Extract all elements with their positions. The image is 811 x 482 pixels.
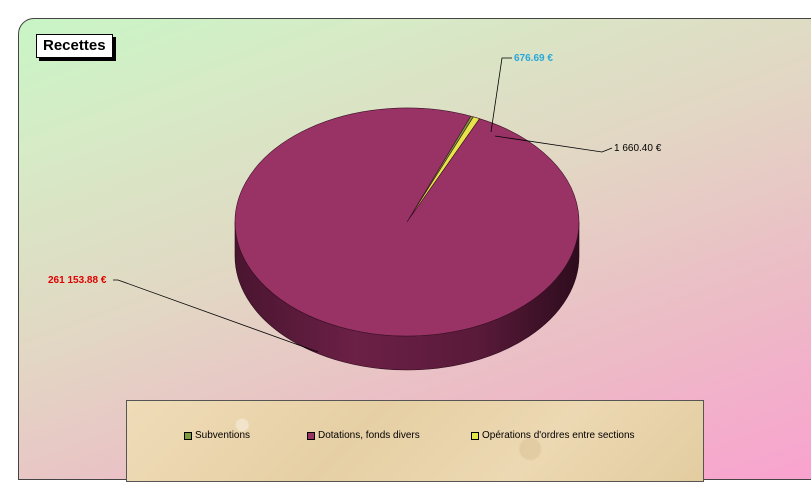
legend-item-operations: Opérations d'ordres entre sections <box>471 430 635 441</box>
leader-line-dotations <box>113 279 319 353</box>
legend-label-operations: Opérations d'ordres entre sections <box>482 430 635 441</box>
legend-swatch-dotations <box>307 431 315 440</box>
legend-label-dotations: Dotations, fonds divers <box>318 430 420 441</box>
chart-title: Recettes <box>36 34 113 58</box>
chart-legend: Subventions Dotations, fonds divers Opér… <box>126 400 704 482</box>
leader-line-operations <box>494 135 613 153</box>
data-label-dotations: 261 153.88 € <box>48 275 107 286</box>
pie-chart: 676.69 € 1 660.40 € 261 153.88 € <box>48 53 662 371</box>
legend-label-subventions: Subventions <box>195 430 251 441</box>
legend-item-subventions: Subventions <box>184 430 250 441</box>
leader-line-subventions <box>490 57 512 133</box>
legend-swatch-subventions <box>184 431 192 440</box>
data-label-subventions: 676.69 € <box>514 53 553 64</box>
legend-item-dotations: Dotations, fonds divers <box>307 430 420 441</box>
legend-swatch-operations <box>471 431 479 440</box>
slice-dotations <box>234 107 580 337</box>
data-label-operations: 1 660.40 € <box>614 143 662 154</box>
